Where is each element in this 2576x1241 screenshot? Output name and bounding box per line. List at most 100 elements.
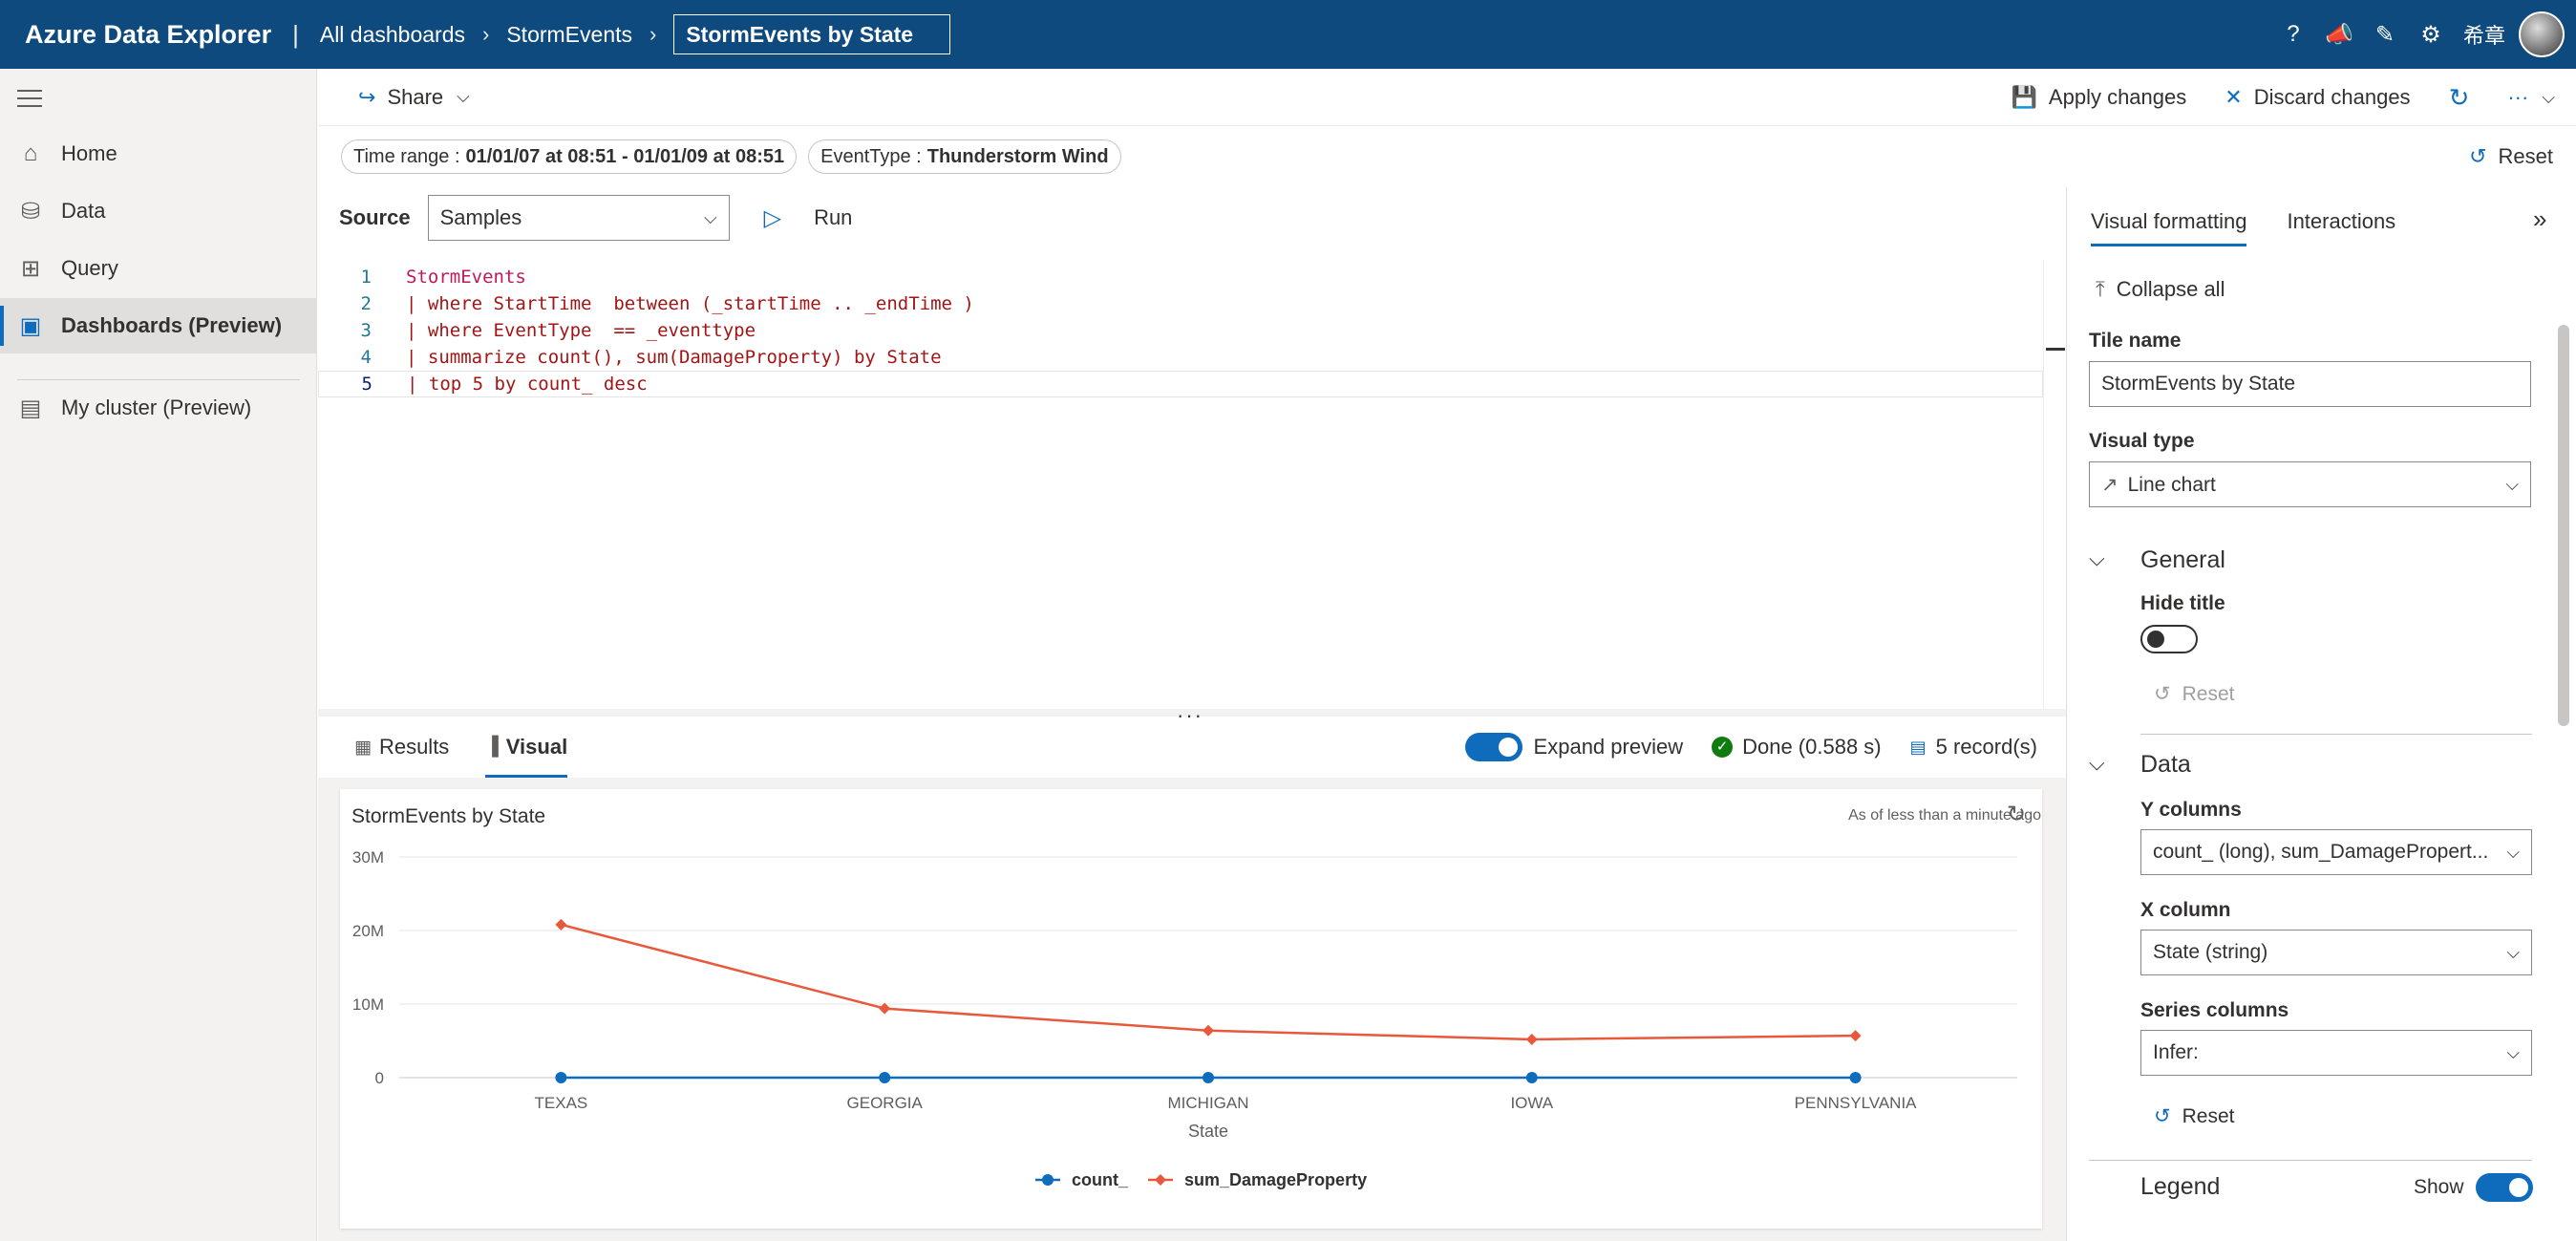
sidebar-item-dashboards[interactable]: ▣ Dashboards (Preview) bbox=[0, 298, 317, 353]
sidebar-divider bbox=[17, 379, 300, 380]
sidebar-item-data[interactable]: ⛁ Data bbox=[0, 183, 317, 239]
legend-marker bbox=[1155, 1174, 1166, 1186]
sidebar-item-label: Data bbox=[61, 199, 106, 223]
discard-changes-button[interactable]: ✕ Discard changes bbox=[2225, 85, 2410, 110]
chevron-down-icon: ⌵ bbox=[2505, 474, 2519, 494]
run-icon[interactable]: ▷ bbox=[763, 204, 782, 231]
avatar[interactable] bbox=[2519, 11, 2565, 57]
chevron-right-icon: › bbox=[482, 22, 490, 46]
series-columns-select[interactable]: Infer: ⌵ bbox=[2140, 1030, 2532, 1076]
language-label[interactable]: 希章 bbox=[2462, 24, 2505, 48]
event-type-parameter[interactable]: EventType : Thunderstorm Wind bbox=[808, 139, 1121, 174]
tab-interactions[interactable]: Interactions bbox=[2287, 209, 2396, 233]
hide-title-label: Hide title bbox=[2140, 592, 2225, 614]
source-label: Source bbox=[339, 205, 411, 229]
section-divider bbox=[2089, 1160, 2532, 1161]
data-point bbox=[879, 1071, 891, 1083]
sidebar-item-home[interactable]: ⌂ Home bbox=[0, 126, 317, 182]
chevron-down-icon[interactable]: ⌵ bbox=[2089, 751, 2105, 775]
sidebar-item-label: Query bbox=[61, 256, 118, 280]
collapse-all-label: Collapse all bbox=[2116, 277, 2225, 301]
query-editor[interactable]: 1 StormEvents 2 | where StartTime betwee… bbox=[318, 260, 2043, 709]
x-column-select[interactable]: State (string) ⌵ bbox=[2140, 930, 2532, 975]
app-title[interactable]: Azure Data Explorer bbox=[25, 19, 272, 49]
refresh-icon[interactable]: ↻ bbox=[2448, 82, 2470, 112]
data-icon: ⛁ bbox=[20, 198, 41, 225]
general-reset-button[interactable]: ↺ Reset bbox=[2154, 682, 2234, 706]
code-line: 4 | summarize count(), sum(DamagePropert… bbox=[318, 344, 2043, 371]
run-button[interactable]: Run bbox=[814, 205, 853, 229]
sidebar-item-my-cluster[interactable]: ▤ My cluster (Preview) bbox=[0, 380, 317, 436]
sidebar-item-query[interactable]: ⊞ Query bbox=[0, 241, 317, 296]
code-text: | summarize count(), sum(DamageProperty)… bbox=[406, 347, 942, 368]
feedback-icon[interactable]: 📣 bbox=[2325, 21, 2353, 48]
collapse-all-button[interactable]: ⤒ Collapse all bbox=[2096, 277, 2225, 302]
chevron-down-icon: ⌵ bbox=[703, 207, 717, 227]
menu-icon[interactable] bbox=[17, 90, 42, 107]
chevron-down-icon: ⌵ bbox=[2506, 942, 2520, 962]
general-section-header[interactable]: General bbox=[2140, 546, 2225, 573]
reset-parameters-button[interactable]: ↺ Reset bbox=[2469, 126, 2553, 187]
chevron-down-icon[interactable]: ⌵ bbox=[2089, 546, 2105, 570]
hide-title-toggle-wrap bbox=[2140, 625, 2198, 659]
data-point bbox=[1203, 1071, 1214, 1083]
y-tick-label: 20M bbox=[352, 922, 384, 940]
source-select[interactable]: Samples ⌵ bbox=[427, 195, 730, 241]
help-icon[interactable]: ? bbox=[2287, 21, 2300, 47]
x-tick-label: IOWA bbox=[1510, 1094, 1553, 1112]
discard-changes-label: Discard changes bbox=[2253, 85, 2411, 109]
legend-section-header[interactable]: Legend bbox=[2140, 1173, 2221, 1200]
event-type-value: Thunderstorm Wind bbox=[926, 145, 1109, 167]
top-bar: Azure Data Explorer | All dashboards › S… bbox=[0, 0, 2576, 69]
toolbar-right: 💾 Apply changes ✕ Discard changes ↻ ··· … bbox=[2012, 69, 2576, 126]
share-button[interactable]: ↪ Share ⌵ bbox=[358, 85, 470, 110]
splitter-handle-icon[interactable]: ··· bbox=[1177, 703, 1203, 727]
visual-type-select[interactable]: ↗ Line chart ⌵ bbox=[2089, 461, 2531, 507]
table-icon: ▦ bbox=[354, 737, 372, 758]
data-point bbox=[1849, 1071, 1862, 1083]
breadcrumb-all-dashboards[interactable]: All dashboards bbox=[319, 21, 466, 47]
code-text: | where StartTime between (_startTime ..… bbox=[406, 293, 974, 314]
refresh-icon[interactable]: ↻ bbox=[2007, 802, 2027, 827]
apply-changes-button[interactable]: 💾 Apply changes bbox=[2012, 85, 2187, 110]
title-separator: | bbox=[292, 19, 299, 49]
time-range-parameter[interactable]: Time range : 01/01/07 at 08:51 - 01/01/0… bbox=[341, 139, 798, 174]
code-line: 3 | where EventType == _eventtype bbox=[318, 317, 2043, 344]
expand-preview-label: Expand preview bbox=[1533, 735, 1684, 759]
close-icon: ✕ bbox=[2225, 85, 2243, 109]
top-right-actions: ? 📣 ✎ ⚙ 希章 bbox=[2270, 0, 2576, 69]
panel-scrollbar[interactable] bbox=[2558, 325, 2569, 726]
breadcrumb-stormevents[interactable]: StormEvents bbox=[506, 21, 632, 47]
data-section-header[interactable]: Data bbox=[2140, 751, 2191, 778]
record-count: 5 record(s) bbox=[1935, 735, 2037, 759]
y-tick-label: 10M bbox=[352, 995, 384, 1014]
tab-visual-formatting[interactable]: Visual formatting bbox=[2091, 197, 2247, 246]
line-chart-icon: ↗ bbox=[2101, 473, 2118, 496]
chart-title: StormEvents by State bbox=[351, 805, 546, 827]
y-columns-select[interactable]: count_ (long), sum_DamagePropert... ⌵ bbox=[2140, 829, 2532, 875]
home-icon: ⌂ bbox=[23, 140, 38, 166]
event-type-label: EventType : bbox=[820, 145, 922, 167]
editor-scrollbar[interactable] bbox=[2043, 260, 2066, 709]
reset-label: Reset bbox=[2182, 682, 2235, 705]
line-number: 2 bbox=[360, 293, 372, 314]
chevron-down-icon[interactable]: ⌵ bbox=[2542, 87, 2555, 107]
visual-type-value-wrap: ↗ Line chart bbox=[2101, 473, 2216, 497]
breadcrumb-current-tile[interactable]: StormEvents by State bbox=[673, 14, 951, 54]
tab-results[interactable]: ▦ Results bbox=[354, 717, 449, 778]
expand-preview-toggle[interactable] bbox=[1464, 733, 1522, 761]
chevron-down-icon: ⌵ bbox=[2506, 842, 2520, 862]
legend-show-toggle[interactable] bbox=[2475, 1173, 2533, 1202]
settings-icon[interactable]: ⚙ bbox=[2420, 21, 2441, 48]
data-point bbox=[555, 1071, 567, 1083]
x-axis-title: State bbox=[1188, 1122, 1228, 1141]
time-range-label: Time range : bbox=[353, 145, 460, 167]
tab-visual[interactable]: ▐ Visual bbox=[485, 717, 567, 778]
tile-name-input[interactable]: StormEvents by State bbox=[2089, 361, 2531, 407]
collapse-panel-icon[interactable]: » bbox=[2533, 204, 2547, 233]
hide-title-toggle[interactable] bbox=[2140, 625, 2198, 653]
pane-splitter[interactable] bbox=[318, 709, 2066, 717]
more-options-button[interactable]: ··· bbox=[2507, 85, 2529, 109]
data-reset-button[interactable]: ↺ Reset bbox=[2154, 1104, 2234, 1128]
share-feedback-icon[interactable]: ✎ bbox=[2374, 21, 2395, 48]
